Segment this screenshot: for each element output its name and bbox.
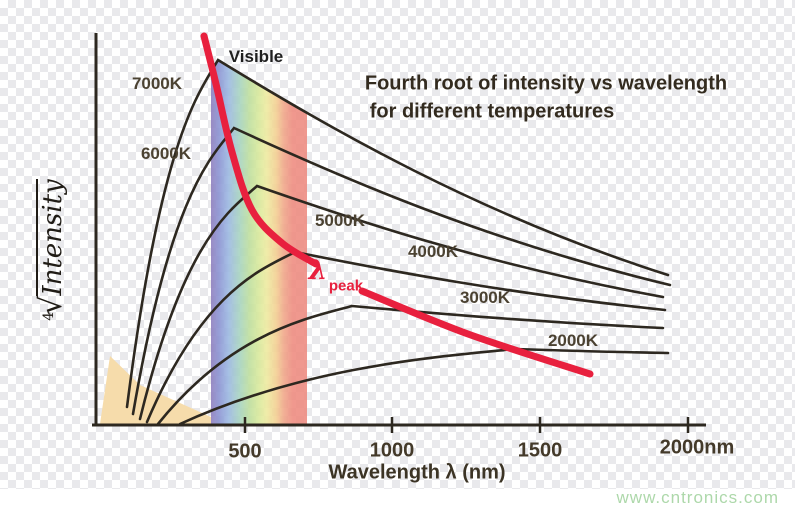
visible-band-label: Visible [228, 47, 284, 66]
x-axis-label: Wavelength λ (nm) [328, 461, 506, 484]
peak-locus-curve-steep [200, 32, 320, 268]
peak-locus-curve-shallow [358, 287, 594, 378]
lambda-peak-symbol: λ [308, 255, 328, 287]
curve-label-6000k: 6000K [140, 144, 192, 163]
curve-6000k [131, 126, 672, 416]
curve-5000k [138, 184, 665, 421]
y-axis-radical-sign: √ [34, 295, 69, 315]
chart-title-line1: Fourth root of intensity vs wavelength [364, 72, 728, 95]
axes [92, 33, 706, 427]
x-tick-label-1000: 1000 [369, 439, 415, 462]
y-axis-label: 4√Intensity [34, 135, 70, 365]
curve-3000k [156, 304, 665, 426]
curve-2000k [178, 347, 670, 426]
curve-label-2000k: 2000K [547, 331, 599, 350]
curve-label-3000k: 3000K [459, 288, 511, 307]
curve-label-4000k: 4000K [407, 242, 459, 261]
y-axis-label-text: Intensity [36, 179, 68, 296]
curve-label-5000k: 5000K [314, 211, 366, 230]
chart-title-line2: for different temperatures [369, 100, 615, 123]
x-tick-label-500: 500 [228, 440, 262, 463]
visible-spectrum-band [211, 60, 307, 424]
watermark: www.cntronics.com [616, 488, 779, 507]
x-tick-label-2000nm: 2000nm [659, 436, 735, 459]
curve-4000k [145, 250, 667, 424]
lambda-peak-subscript: peak [328, 277, 364, 295]
x-tick-label-1500: 1500 [517, 439, 563, 462]
curve-label-7000k: 7000K [131, 74, 183, 93]
curve-7000k [125, 58, 670, 409]
